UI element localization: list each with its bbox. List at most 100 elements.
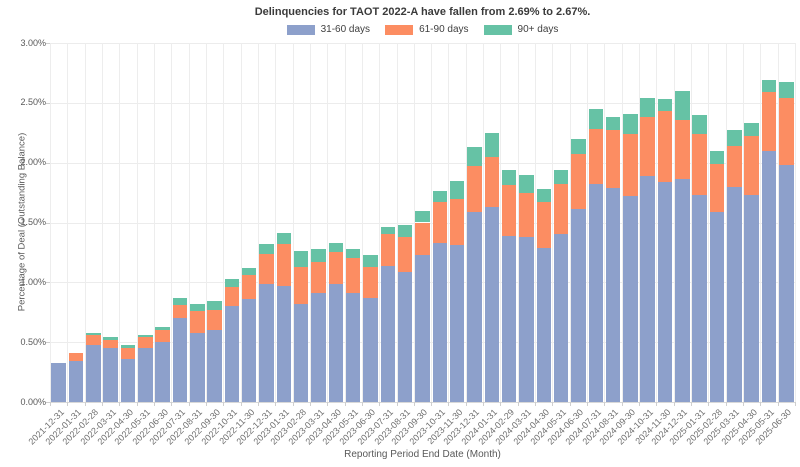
x-tick-mark	[136, 402, 138, 406]
bar-segment	[657, 181, 673, 402]
bar-segment	[293, 266, 309, 304]
bar-segment	[155, 342, 170, 402]
bar-segment	[640, 175, 655, 402]
bar-segment	[571, 138, 586, 155]
bar-segment	[345, 248, 361, 259]
bar-segment	[536, 202, 552, 248]
bar-segment	[68, 361, 84, 402]
bar-segment	[484, 156, 500, 207]
bar-segment	[623, 133, 638, 197]
x-tick-mark	[448, 402, 450, 406]
y-tick-mark	[46, 282, 50, 284]
bar-segment	[207, 330, 222, 402]
gridline-v	[517, 43, 519, 402]
x-tick-mark	[535, 402, 537, 406]
bar-segment	[553, 169, 569, 185]
gridline-v	[691, 43, 693, 402]
bar-segment	[155, 326, 170, 331]
bar-segment	[51, 362, 66, 402]
legend-item: 31-60 days	[286, 24, 370, 35]
gridline-v	[708, 43, 710, 402]
gridline-v	[535, 43, 537, 402]
bar-segment	[380, 227, 396, 235]
y-tick-label: 0.50%	[20, 336, 46, 347]
bar-segment	[345, 293, 361, 402]
gridline-v	[673, 43, 675, 402]
bar-segment	[415, 210, 430, 223]
gridline-v	[604, 43, 606, 402]
gridline-h	[50, 162, 795, 164]
bar-segment	[675, 179, 690, 402]
x-tick-mark	[361, 402, 363, 406]
bar-segment	[397, 236, 413, 272]
chart-title: Delinquencies for TAOT 2022-A have falle…	[254, 6, 591, 18]
bar-segment	[363, 297, 378, 402]
bar-segment	[588, 129, 603, 185]
bar-segment	[120, 344, 136, 349]
bar-segment	[311, 248, 326, 262]
x-tick-mark	[673, 402, 675, 406]
bar-segment	[207, 309, 222, 331]
gridline-v	[327, 43, 329, 402]
bar-segment	[744, 136, 759, 195]
bar-segment	[259, 283, 274, 402]
x-tick-mark	[344, 402, 346, 406]
x-tick-mark	[725, 402, 727, 406]
bar-segment	[692, 114, 707, 134]
bar-segment	[432, 242, 448, 402]
gridline-v	[639, 43, 641, 402]
bar-segment	[259, 253, 274, 284]
gridline-v	[777, 43, 779, 402]
bar-segment	[311, 261, 326, 294]
y-tick-label: 1.00%	[20, 276, 46, 287]
bar-segment	[692, 194, 707, 402]
bar-segment	[172, 318, 188, 402]
bar-segment	[501, 185, 517, 236]
bar-segment	[415, 222, 430, 255]
bar-segment	[571, 209, 586, 402]
bar-segment	[138, 334, 153, 338]
bar-segment	[692, 133, 707, 195]
x-tick-mark	[240, 402, 242, 406]
x-tick-mark	[691, 402, 693, 406]
x-tick-mark	[517, 402, 519, 406]
legend-swatch	[286, 24, 315, 35]
legend-label: 90+ days	[517, 24, 559, 35]
y-tick-label: 2.50%	[20, 97, 46, 108]
legend-item: 90+ days	[483, 24, 559, 35]
gridline-h	[50, 102, 795, 104]
bar-segment	[363, 254, 378, 267]
x-tick-mark	[379, 402, 381, 406]
bar-segment	[190, 303, 205, 312]
y-tick-mark	[46, 102, 50, 104]
bar-segment	[103, 348, 118, 402]
gridline-v	[67, 43, 69, 402]
gridline-v	[153, 43, 155, 402]
gridline-v	[50, 43, 51, 402]
legend-swatch	[385, 24, 414, 35]
bar-segment	[675, 90, 690, 120]
bar-segment	[467, 166, 482, 212]
gridline-v	[223, 43, 225, 402]
y-axis-title: Percentage of Deal (Outstanding Balance)	[16, 132, 28, 312]
x-tick-mark	[760, 402, 762, 406]
bar-segment	[224, 306, 240, 402]
x-tick-mark	[50, 402, 51, 406]
bar-segment	[103, 337, 118, 340]
bar-segment	[779, 165, 794, 402]
bar-segment	[501, 235, 517, 402]
gridline-v	[795, 43, 796, 402]
bar-segment	[588, 184, 603, 402]
x-tick-mark	[587, 402, 589, 406]
bar-segment	[640, 98, 655, 118]
x-tick-mark	[67, 402, 69, 406]
bar-segment	[605, 117, 621, 131]
bar-segment	[484, 206, 500, 402]
x-tick-mark	[223, 402, 225, 406]
x-tick-mark	[292, 402, 294, 406]
x-tick-mark	[153, 402, 155, 406]
gridline-v	[656, 43, 658, 402]
bar-segment	[761, 150, 777, 402]
x-tick-mark	[309, 402, 311, 406]
gridline-v	[379, 43, 381, 402]
